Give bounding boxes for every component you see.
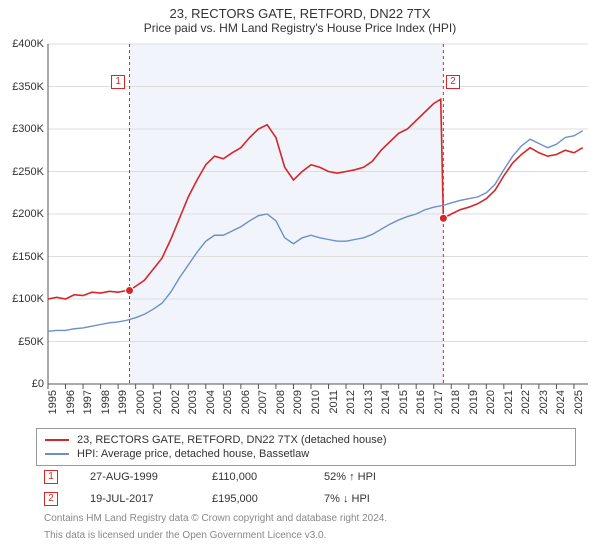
sale-delta: 7% ↓ HPI: [324, 493, 370, 505]
x-axis-tick: 2011: [328, 390, 330, 414]
sale-price: £195,000: [212, 493, 292, 505]
y-axis-tick: £300K: [0, 123, 44, 135]
legend-row: 23, RECTORS GATE, RETFORD, DN22 7TX (det…: [45, 433, 567, 447]
sale-date: 27-AUG-1999: [90, 471, 180, 483]
chart-title: 23, RECTORS GATE, RETFORD, DN22 7TX: [0, 0, 600, 21]
x-axis-tick: 2007: [257, 390, 259, 414]
x-axis-tick: 2020: [485, 390, 487, 414]
chart-plot-area: £0£50K£100K£150K£200K£250K£300K£350K£400…: [48, 44, 588, 384]
footer-line1: Contains HM Land Registry data © Crown c…: [36, 510, 576, 527]
x-axis-tick: 2024: [555, 390, 557, 414]
x-axis-tick: 2013: [363, 390, 365, 414]
legend-series-box: 23, RECTORS GATE, RETFORD, DN22 7TX (det…: [36, 428, 576, 466]
x-axis-tick: 2019: [468, 390, 470, 414]
legend-swatch: [45, 439, 69, 441]
legend-row: HPI: Average price, detached house, Bass…: [45, 447, 567, 461]
legend: 23, RECTORS GATE, RETFORD, DN22 7TX (det…: [36, 428, 576, 544]
sale-delta: 52% ↑ HPI: [324, 471, 376, 483]
y-axis-tick: £150K: [0, 251, 44, 263]
x-axis-tick: 1997: [82, 390, 84, 414]
x-axis-tick: 2025: [573, 390, 575, 414]
y-axis-tick: £200K: [0, 208, 44, 220]
x-axis-tick: 2008: [275, 390, 277, 414]
x-axis-tick: 2022: [520, 390, 522, 414]
y-axis-tick: £50K: [0, 336, 44, 348]
sale-date: 19-JUL-2017: [90, 493, 180, 505]
chart-subtitle: Price paid vs. HM Land Registry's House …: [0, 21, 600, 39]
y-axis-tick: £350K: [0, 81, 44, 93]
sale-marker-icon: 2: [44, 492, 58, 506]
x-axis-tick: 1998: [100, 390, 102, 414]
x-axis-tick: 2002: [170, 390, 172, 414]
x-axis-tick: 2016: [415, 390, 417, 414]
x-axis-tick: 2010: [310, 390, 312, 414]
y-axis-tick: £400K: [0, 38, 44, 50]
footer-line2: This data is licensed under the Open Gov…: [36, 527, 576, 544]
x-axis-tick: 1995: [47, 390, 49, 414]
chart-svg: [48, 44, 588, 384]
y-axis-tick: £100K: [0, 293, 44, 305]
x-axis-tick: 2006: [240, 390, 242, 414]
x-axis-tick: 2004: [205, 390, 207, 414]
x-axis-tick: 2015: [398, 390, 400, 414]
x-axis-tick: 2001: [152, 390, 154, 414]
sale-marker-label: 2: [446, 75, 460, 89]
x-axis-tick: 2023: [538, 390, 540, 414]
legend-swatch: [45, 453, 69, 455]
x-axis-tick: 2021: [503, 390, 505, 414]
x-axis-tick: 2009: [292, 390, 294, 414]
x-axis-tick: 2014: [380, 390, 382, 414]
sale-marker-icon: 1: [44, 470, 58, 484]
y-axis-tick: £0: [0, 378, 44, 390]
legend-label: 23, RECTORS GATE, RETFORD, DN22 7TX (det…: [77, 434, 387, 446]
y-axis-tick: £250K: [0, 166, 44, 178]
x-axis-tick: 2018: [450, 390, 452, 414]
chart-container: 23, RECTORS GATE, RETFORD, DN22 7TX Pric…: [0, 0, 600, 560]
x-axis-tick: 1999: [117, 390, 119, 414]
sale-row: 2 19-JUL-2017 £195,000 7% ↓ HPI: [36, 488, 576, 510]
x-axis-tick: 2005: [222, 390, 224, 414]
sale-row: 1 27-AUG-1999 £110,000 52% ↑ HPI: [36, 466, 576, 488]
x-axis-tick: 1996: [65, 390, 67, 414]
x-axis-tick: 2012: [345, 390, 347, 414]
x-axis-tick: 2017: [433, 390, 435, 414]
sale-marker-label: 1: [111, 75, 125, 89]
sale-price: £110,000: [212, 471, 292, 483]
x-axis-tick: 2003: [187, 390, 189, 414]
legend-label: HPI: Average price, detached house, Bass…: [77, 448, 309, 460]
x-axis-tick: 2000: [135, 390, 137, 414]
